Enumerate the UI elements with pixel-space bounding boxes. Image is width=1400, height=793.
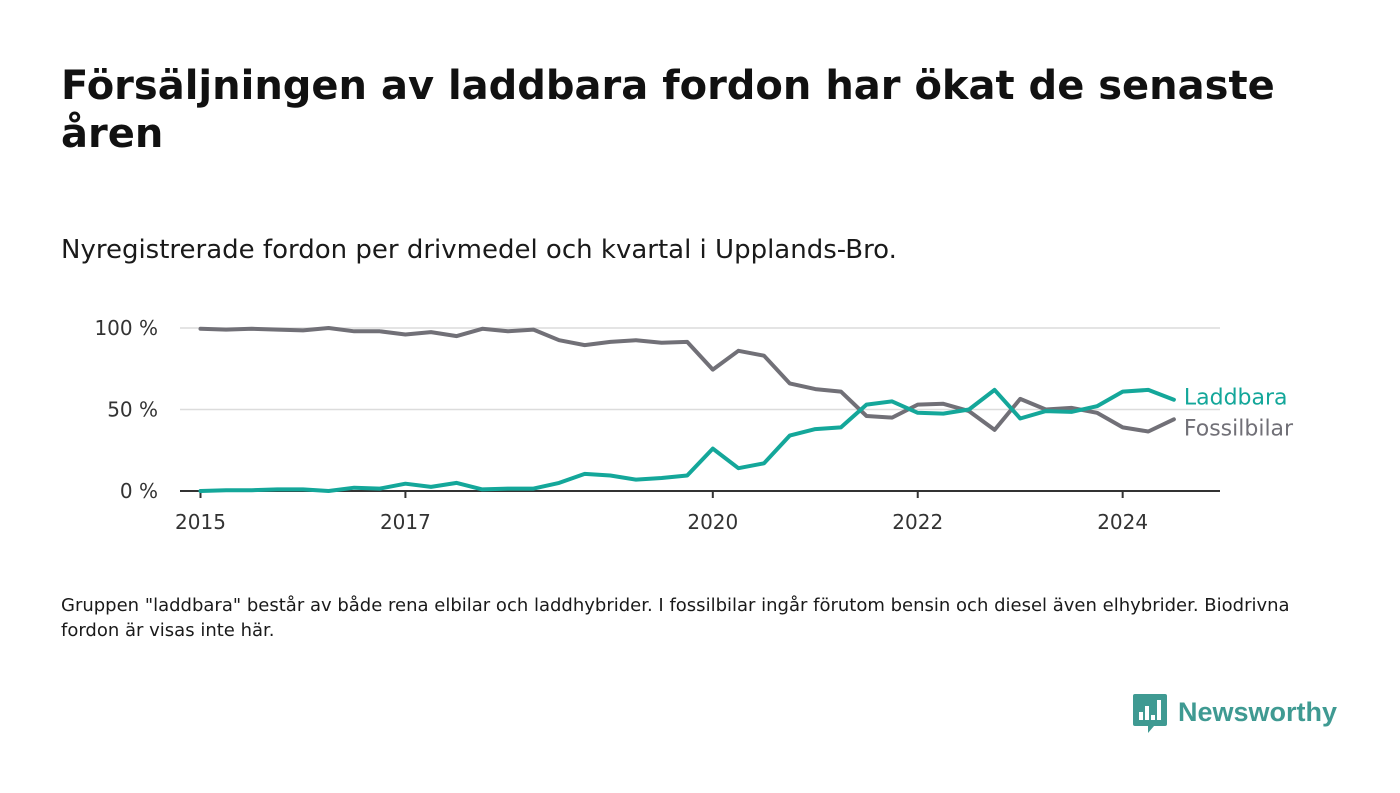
footnote: Gruppen "laddbara" består av både rena e… bbox=[61, 595, 1290, 641]
axes: 0 % 50 % 100 % 2015 2017 2020 2022 2024 bbox=[94, 316, 1220, 534]
series-label-laddbara: Laddbara bbox=[1184, 386, 1288, 411]
y-tick-label: 0 % bbox=[120, 479, 158, 503]
gridlines bbox=[180, 327, 1220, 411]
x-tick-label: 2015 bbox=[175, 510, 226, 534]
x-tick-label: 2020 bbox=[687, 510, 738, 534]
newsworthy-logo[interactable]: Newsworthy bbox=[1132, 690, 1337, 734]
x-tick-label: 2022 bbox=[892, 510, 943, 534]
x-tick-label: 2024 bbox=[1097, 510, 1148, 534]
y-tick-label: 50 % bbox=[107, 398, 158, 422]
y-tick-label: 100 % bbox=[94, 316, 158, 340]
line-chart: 0 % 50 % 100 % 2015 2017 2020 2022 2024 Laddbar… bbox=[94, 316, 1294, 534]
series-lines bbox=[198, 326, 1176, 493]
series-labels: Laddbara Fossilbilar bbox=[1184, 386, 1294, 442]
x-tick-label: 2017 bbox=[380, 510, 431, 534]
chart-subtitle: Nyregistrerade fordon per drivmedel och … bbox=[61, 235, 897, 265]
newsworthy-logo-icon bbox=[1133, 694, 1167, 733]
series-label-fossilbilar: Fossilbilar bbox=[1184, 416, 1294, 441]
series-line-laddbara bbox=[198, 387, 1176, 493]
brand-name: Newsworthy bbox=[1178, 696, 1338, 727]
chart-title: Försäljningen av laddbara fordon har öka… bbox=[61, 63, 1275, 157]
